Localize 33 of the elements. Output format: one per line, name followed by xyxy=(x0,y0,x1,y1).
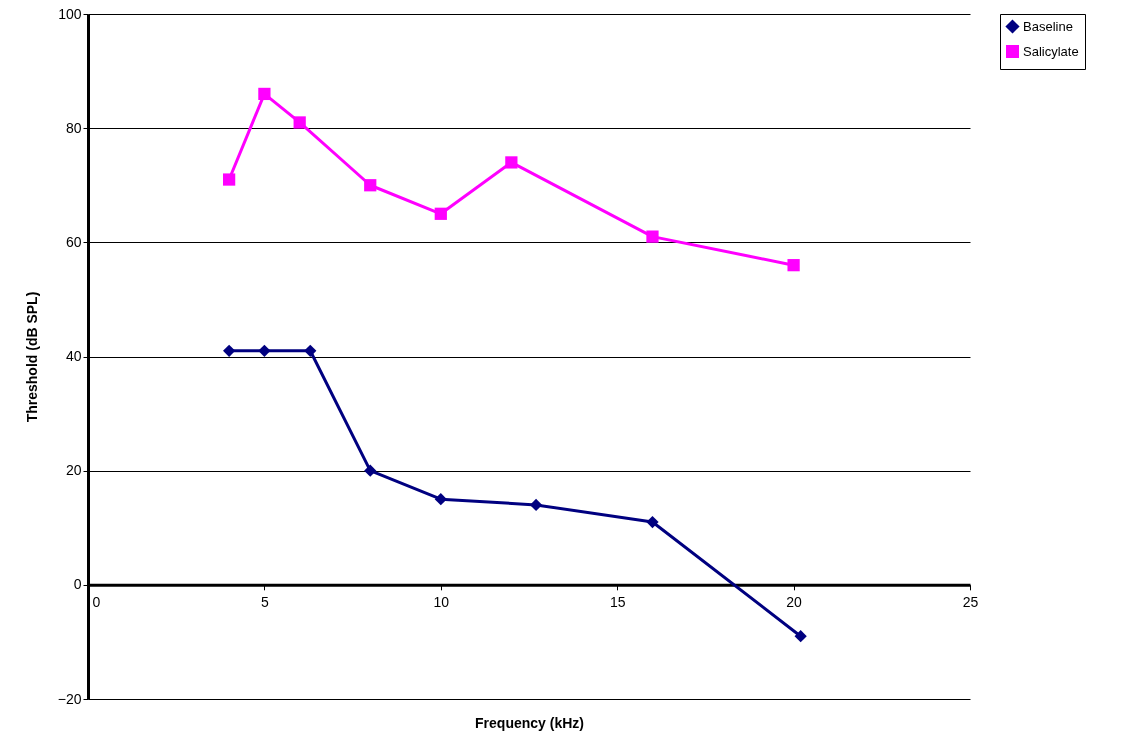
point xyxy=(787,259,800,272)
x-tick-label: 20 xyxy=(786,594,803,611)
y-tick-label: 60 xyxy=(65,233,82,250)
y-tick-label: 100 xyxy=(58,5,82,22)
point xyxy=(646,515,659,529)
x-tick-label: 10 xyxy=(433,594,450,611)
y-tick-label: 80 xyxy=(65,119,82,136)
point xyxy=(364,179,377,192)
point xyxy=(364,464,377,477)
point xyxy=(293,116,306,129)
point xyxy=(434,493,447,506)
y-tick-label: −20 xyxy=(57,690,82,707)
legend-label: Salicylate xyxy=(1023,43,1079,59)
point xyxy=(223,173,236,186)
y-axis-title: Threshold (dB SPL) xyxy=(23,291,40,423)
point xyxy=(529,498,543,512)
point xyxy=(258,344,271,357)
point xyxy=(794,630,807,643)
point xyxy=(505,156,518,169)
x-tick-label: 0 xyxy=(92,594,101,611)
y-tick-label: 40 xyxy=(65,348,82,364)
legend-label: Baseline xyxy=(1023,18,1073,34)
x-tick-label: 15 xyxy=(609,594,626,611)
point xyxy=(646,230,659,243)
x-tick-label: 25 xyxy=(962,594,979,611)
point xyxy=(258,87,271,101)
point xyxy=(434,207,447,220)
x-axis-title: Frequency (kHz) xyxy=(475,714,584,731)
y-tick-label: 0 xyxy=(73,576,82,593)
point xyxy=(304,344,317,357)
point xyxy=(223,344,236,357)
x-tick-label: 5 xyxy=(261,594,269,611)
y-tick-label: 20 xyxy=(65,462,82,479)
